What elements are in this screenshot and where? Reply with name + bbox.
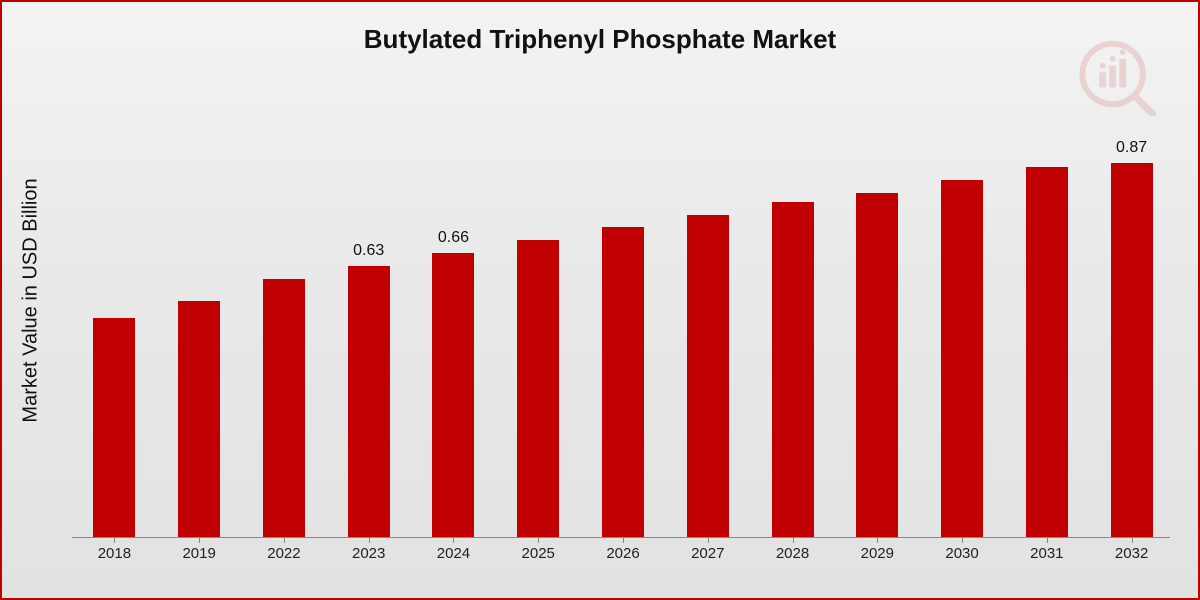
bar-rect xyxy=(178,301,220,538)
bar-rect xyxy=(348,266,390,537)
x-tick xyxy=(1132,537,1133,543)
x-tick xyxy=(199,537,200,543)
x-category-label: 2030 xyxy=(922,545,1002,562)
bar: 2029 xyxy=(856,193,898,537)
bar-value-label: 0.87 xyxy=(1092,139,1172,157)
bar-rect xyxy=(93,318,135,537)
x-tick xyxy=(1047,537,1048,543)
x-category-label: 2024 xyxy=(413,545,493,562)
y-axis-label: Market Value in USD Billion xyxy=(16,2,46,598)
bar-rect xyxy=(263,279,305,537)
x-category-label: 2026 xyxy=(583,545,663,562)
x-tick xyxy=(369,537,370,543)
x-tick xyxy=(538,537,539,543)
chart-title: Butylated Triphenyl Phosphate Market xyxy=(2,24,1198,55)
bar-rect xyxy=(1026,167,1068,537)
bar: 0.662024 xyxy=(432,253,474,537)
x-category-label: 2028 xyxy=(753,545,833,562)
bar-rect xyxy=(856,193,898,537)
bar: 2031 xyxy=(1026,167,1068,537)
bar-rect xyxy=(602,227,644,537)
bar-value-label: 0.63 xyxy=(329,242,409,260)
bar: 2026 xyxy=(602,227,644,537)
chart-plot-area: 2018 2019 2022 0.632023 0.662024 2025 2026 2027… xyxy=(72,112,1170,538)
x-category-label: 2029 xyxy=(837,545,917,562)
bar: 2027 xyxy=(687,215,729,538)
x-tick xyxy=(962,537,963,543)
x-category-label: 2023 xyxy=(329,545,409,562)
bar: 2025 xyxy=(517,240,559,537)
x-category-label: 2031 xyxy=(1007,545,1087,562)
x-category-label: 2018 xyxy=(74,545,154,562)
x-tick xyxy=(877,537,878,543)
bar-rect xyxy=(941,180,983,537)
bar: 2019 xyxy=(178,301,220,538)
x-tick xyxy=(453,537,454,543)
bar: 2030 xyxy=(941,180,983,537)
bar-rect xyxy=(772,202,814,537)
bar-rect xyxy=(1111,163,1153,537)
x-tick xyxy=(708,537,709,543)
y-axis-label-text: Market Value in USD Billion xyxy=(20,178,43,422)
bar-rect xyxy=(432,253,474,537)
chart-frame: Butylated Triphenyl Phosphate Market Mar… xyxy=(0,0,1200,600)
bar: 2022 xyxy=(263,279,305,537)
bar-rect xyxy=(517,240,559,537)
x-tick xyxy=(284,537,285,543)
bar-value-label: 0.66 xyxy=(413,229,493,247)
bar: 0.632023 xyxy=(348,266,390,537)
bar: 2018 xyxy=(93,318,135,537)
x-tick xyxy=(114,537,115,543)
watermark-logo-icon xyxy=(1074,32,1158,116)
x-category-label: 2032 xyxy=(1092,545,1172,562)
x-category-label: 2022 xyxy=(244,545,324,562)
bar: 2028 xyxy=(772,202,814,537)
x-tick xyxy=(793,537,794,543)
x-tick xyxy=(623,537,624,543)
bar-rect xyxy=(687,215,729,538)
x-category-label: 2025 xyxy=(498,545,578,562)
x-category-label: 2027 xyxy=(668,545,748,562)
bar: 0.872032 xyxy=(1111,163,1153,537)
x-category-label: 2019 xyxy=(159,545,239,562)
